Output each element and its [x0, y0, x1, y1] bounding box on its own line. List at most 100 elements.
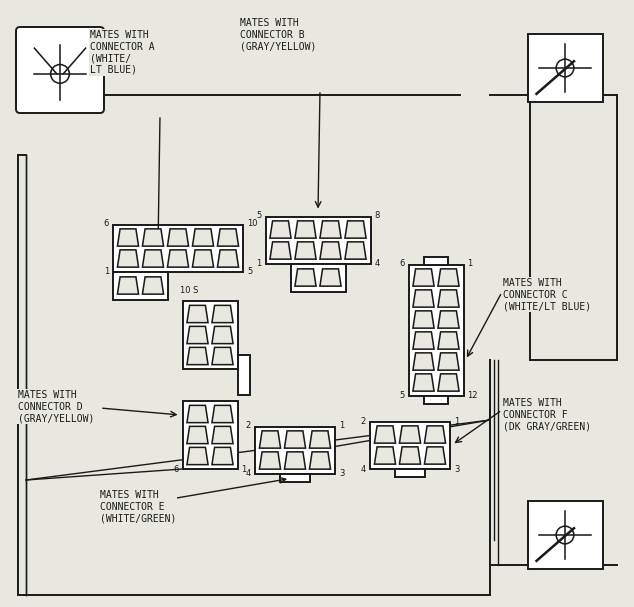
- Text: MATES WITH
CONNECTOR C
(WHITE/LT BLUE): MATES WITH CONNECTOR C (WHITE/LT BLUE): [503, 278, 591, 311]
- Polygon shape: [424, 426, 446, 443]
- Polygon shape: [438, 290, 459, 307]
- Text: 4: 4: [246, 469, 251, 478]
- Polygon shape: [438, 311, 459, 328]
- Text: 4: 4: [375, 260, 380, 268]
- Polygon shape: [187, 447, 208, 464]
- Polygon shape: [217, 250, 238, 267]
- Polygon shape: [375, 426, 396, 443]
- Polygon shape: [285, 452, 306, 469]
- Polygon shape: [212, 426, 233, 444]
- Polygon shape: [320, 269, 341, 286]
- Polygon shape: [167, 250, 188, 267]
- Circle shape: [556, 526, 574, 544]
- Polygon shape: [117, 229, 139, 246]
- Polygon shape: [295, 242, 316, 259]
- Bar: [370, 421, 450, 469]
- Polygon shape: [143, 250, 164, 267]
- Polygon shape: [217, 229, 238, 246]
- Polygon shape: [193, 250, 214, 267]
- Text: 8: 8: [375, 211, 380, 220]
- Polygon shape: [438, 269, 459, 286]
- Polygon shape: [345, 242, 366, 259]
- Polygon shape: [212, 347, 233, 365]
- Polygon shape: [295, 221, 316, 238]
- Polygon shape: [309, 452, 330, 469]
- Text: 10: 10: [247, 220, 257, 228]
- Bar: [183, 301, 238, 369]
- Polygon shape: [270, 221, 291, 238]
- Bar: [255, 427, 335, 473]
- Bar: [424, 396, 448, 404]
- Polygon shape: [212, 305, 233, 323]
- Polygon shape: [345, 221, 366, 238]
- Polygon shape: [187, 347, 208, 365]
- Text: 10 S: 10 S: [181, 286, 199, 295]
- Polygon shape: [187, 405, 208, 422]
- Text: 1: 1: [242, 465, 247, 474]
- Text: 1: 1: [339, 421, 344, 430]
- Bar: [290, 263, 346, 291]
- Polygon shape: [270, 242, 291, 259]
- Polygon shape: [438, 353, 459, 370]
- Text: 1: 1: [467, 260, 473, 268]
- FancyBboxPatch shape: [16, 27, 104, 113]
- Bar: [113, 271, 168, 299]
- Polygon shape: [413, 311, 434, 328]
- Text: 5: 5: [256, 211, 261, 220]
- Bar: [238, 355, 250, 395]
- Polygon shape: [285, 431, 306, 448]
- Polygon shape: [187, 327, 208, 344]
- Bar: [408, 265, 463, 396]
- Polygon shape: [399, 426, 420, 443]
- Text: 1: 1: [454, 416, 459, 426]
- Polygon shape: [143, 229, 164, 246]
- Polygon shape: [399, 447, 420, 464]
- Text: 5: 5: [247, 268, 252, 277]
- Polygon shape: [375, 447, 396, 464]
- Circle shape: [51, 64, 69, 83]
- Polygon shape: [320, 221, 341, 238]
- Text: 1: 1: [256, 260, 261, 268]
- Polygon shape: [413, 353, 434, 370]
- Polygon shape: [413, 332, 434, 349]
- Polygon shape: [212, 405, 233, 422]
- Bar: [527, 501, 602, 569]
- Bar: [395, 469, 425, 476]
- Polygon shape: [413, 269, 434, 286]
- Circle shape: [556, 59, 574, 77]
- Text: 5: 5: [399, 392, 404, 401]
- Polygon shape: [438, 332, 459, 349]
- Polygon shape: [193, 229, 214, 246]
- Polygon shape: [187, 305, 208, 323]
- Text: MATES WITH
CONNECTOR A
(WHITE/
LT BLUE): MATES WITH CONNECTOR A (WHITE/ LT BLUE): [90, 30, 155, 75]
- Text: MATES WITH
CONNECTOR D
(GRAY/YELLOW): MATES WITH CONNECTOR D (GRAY/YELLOW): [18, 390, 94, 423]
- Polygon shape: [320, 242, 341, 259]
- Polygon shape: [187, 426, 208, 444]
- Polygon shape: [117, 277, 139, 294]
- Polygon shape: [424, 447, 446, 464]
- Bar: [266, 217, 370, 263]
- Polygon shape: [413, 290, 434, 307]
- Text: 2: 2: [361, 416, 366, 426]
- Text: MATES WITH
CONNECTOR B
(GRAY/YELLOW): MATES WITH CONNECTOR B (GRAY/YELLOW): [240, 18, 316, 51]
- Polygon shape: [259, 431, 281, 448]
- Text: 3: 3: [454, 464, 460, 473]
- Text: 3: 3: [339, 469, 344, 478]
- Polygon shape: [413, 374, 434, 391]
- Polygon shape: [143, 277, 164, 294]
- Polygon shape: [295, 269, 316, 286]
- Text: MATES WITH
CONNECTOR F
(DK GRAY/GREEN): MATES WITH CONNECTOR F (DK GRAY/GREEN): [503, 398, 591, 431]
- Bar: [527, 34, 602, 102]
- Text: 6: 6: [173, 465, 179, 474]
- Polygon shape: [309, 431, 330, 448]
- Text: 12: 12: [467, 392, 478, 401]
- Polygon shape: [212, 327, 233, 344]
- Polygon shape: [212, 447, 233, 464]
- Text: 2: 2: [246, 421, 251, 430]
- Text: 4: 4: [361, 464, 366, 473]
- Text: 6: 6: [399, 260, 404, 268]
- Polygon shape: [259, 452, 281, 469]
- Polygon shape: [438, 374, 459, 391]
- Bar: [113, 225, 243, 271]
- Bar: [280, 473, 310, 481]
